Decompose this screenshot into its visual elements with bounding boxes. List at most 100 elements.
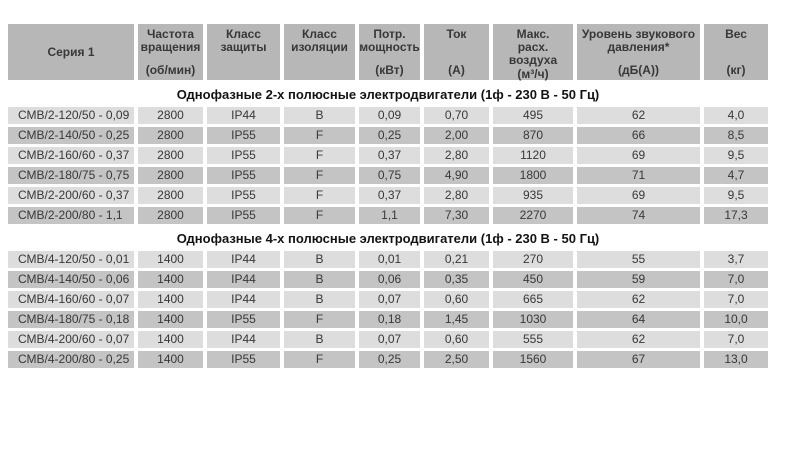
spec-cell: 55: [577, 251, 700, 268]
spec-cell: 0,07: [359, 331, 420, 348]
spec-cell: 665: [493, 291, 573, 308]
spec-cell: IP55: [207, 147, 280, 164]
model-cell: СМВ/4-200/60 - 0,07: [8, 331, 134, 348]
spec-cell: 59: [577, 271, 700, 288]
spec-cell: 0,18: [359, 311, 420, 328]
spec-cell: F: [284, 187, 355, 204]
spec-cell: 74: [577, 207, 700, 224]
spec-cell: 64: [577, 311, 700, 328]
spec-cell: 870: [493, 127, 573, 144]
column-header-5: Ток (А): [424, 24, 489, 80]
spec-cell: IP55: [207, 167, 280, 184]
model-cell: СМВ/2-120/50 - 0,09: [8, 107, 134, 124]
model-cell: СМВ/4-160/60 - 0,07: [8, 291, 134, 308]
spec-cell: 1560: [493, 351, 573, 368]
spec-cell: IP55: [207, 207, 280, 224]
spec-cell: IP44: [207, 251, 280, 268]
spec-cell: 4,7: [704, 167, 768, 184]
column-header-inner: Потр. мощность (кВт): [359, 24, 420, 80]
column-header-inner: Вес (кг): [704, 24, 768, 80]
column-label: Макс. расх. воздуха: [508, 27, 558, 68]
spec-cell: 1400: [138, 331, 203, 348]
spec-cell: 67: [577, 351, 700, 368]
model-cell: СМВ/4-140/50 - 0,06: [8, 271, 134, 288]
spec-cell: 2800: [138, 167, 203, 184]
spec-cell: 69: [577, 147, 700, 164]
spec-cell: 0,09: [359, 107, 420, 124]
spec-cell: 0,60: [424, 291, 489, 308]
column-header-7: Уровень звукового давления* (дБ(А)): [577, 24, 700, 80]
spec-cell: 2800: [138, 187, 203, 204]
spec-cell: IP55: [207, 311, 280, 328]
spec-cell: F: [284, 351, 355, 368]
table-row: СМВ/4-140/50 - 0,06 1400 IP44 B 0,06 0,35 450 5…: [8, 271, 768, 288]
model-cell: СМВ/4-180/75 - 0,18: [8, 311, 134, 328]
motor-catalog-page: Серия 1 Частота вращения (об/мин) Класс защ…: [0, 21, 800, 471]
column-header-8: Вес (кг): [704, 24, 768, 80]
spec-cell: 2800: [138, 147, 203, 164]
spec-cell: 0,37: [359, 187, 420, 204]
column-unit: (дБ(А)): [618, 62, 659, 77]
column-label: Вес: [725, 27, 747, 41]
spec-cell: 13,0: [704, 351, 768, 368]
column-header-inner: Ток (А): [424, 24, 489, 80]
column-header-2: Класс защиты: [207, 24, 280, 80]
spec-cell: 71: [577, 167, 700, 184]
spec-cell: 0,07: [359, 291, 420, 308]
column-unit: (кг): [726, 62, 746, 77]
spec-cell: 2,80: [424, 147, 489, 164]
model-cell: СМВ/4-200/80 - 0,25: [8, 351, 134, 368]
column-header-3: Класс изоляции: [284, 24, 355, 80]
spec-cell: 62: [577, 291, 700, 308]
table-row: СМВ/2-120/50 - 0,09 2800 IP44 B 0,09 0,70 495 6…: [8, 107, 768, 124]
spec-cell: 17,3: [704, 207, 768, 224]
spec-cell: 2800: [138, 207, 203, 224]
spec-cell: B: [284, 271, 355, 288]
model-cell: СМВ/4-120/50 - 0,01: [8, 251, 134, 268]
spec-cell: 1,1: [359, 207, 420, 224]
spec-cell: B: [284, 291, 355, 308]
column-label: Частота вращения: [140, 27, 201, 55]
spec-cell: 0,37: [359, 147, 420, 164]
spec-cell: B: [284, 251, 355, 268]
column-header-inner: Класс изоляции: [284, 24, 355, 80]
spec-cell: 3,7: [704, 251, 768, 268]
spec-cell: 1400: [138, 351, 203, 368]
spec-cell: IP55: [207, 351, 280, 368]
spec-cell: 1030: [493, 311, 573, 328]
spec-cell: 270: [493, 251, 573, 268]
table-row: СМВ/2-180/75 - 0,75 2800 IP55 F 0,75 4,90 1800…: [8, 167, 768, 184]
column-label: Уровень звукового давления*: [581, 27, 696, 55]
table-row: СМВ/4-200/80 - 0,25 1400 IP55 F 0,25 2,50 1560…: [8, 351, 768, 368]
column-label: Ток: [446, 27, 467, 41]
spec-cell: 69: [577, 187, 700, 204]
column-header-inner: Серия 1: [8, 24, 134, 80]
spec-cell: F: [284, 147, 355, 164]
model-cell: СМВ/2-200/60 - 0,37: [8, 187, 134, 204]
spec-cell: 7,0: [704, 291, 768, 308]
spec-cell: 1,45: [424, 311, 489, 328]
column-header-inner: Частота вращения (об/мин): [138, 24, 203, 80]
column-header-1: Частота вращения (об/мин): [138, 24, 203, 80]
spec-cell: B: [284, 331, 355, 348]
table-body: Однофазные 2-х полюсные электродвигатели…: [8, 83, 768, 368]
spec-cell: 9,5: [704, 187, 768, 204]
spec-cell: 7,30: [424, 207, 489, 224]
spec-cell: 0,21: [424, 251, 489, 268]
column-header-inner: Макс. расх. воздуха (м³/ч): [493, 24, 573, 80]
spec-cell: 7,0: [704, 271, 768, 288]
spec-cell: F: [284, 167, 355, 184]
section-title-row: Однофазные 4-х полюсные электродвигатели…: [8, 227, 768, 248]
spec-cell: 0,01: [359, 251, 420, 268]
table-row: СМВ/4-180/75 - 0,18 1400 IP55 F 0,18 1,45 1030…: [8, 311, 768, 328]
table-row: СМВ/2-200/60 - 0,37 2800 IP55 F 0,37 2,80 935 6…: [8, 187, 768, 204]
column-header-inner: Класс защиты: [207, 24, 280, 80]
spec-cell: 0,60: [424, 331, 489, 348]
spec-cell: 62: [577, 331, 700, 348]
table-row: СМВ/2-160/60 - 0,37 2800 IP55 F 0,37 2,80 1120…: [8, 147, 768, 164]
section-title: Однофазные 2-х полюсные электродвигатели…: [8, 83, 768, 104]
spec-cell: 2800: [138, 107, 203, 124]
column-label: Потр. мощность: [359, 27, 420, 55]
model-cell: СМВ/2-140/50 - 0,25: [8, 127, 134, 144]
spec-cell: F: [284, 207, 355, 224]
